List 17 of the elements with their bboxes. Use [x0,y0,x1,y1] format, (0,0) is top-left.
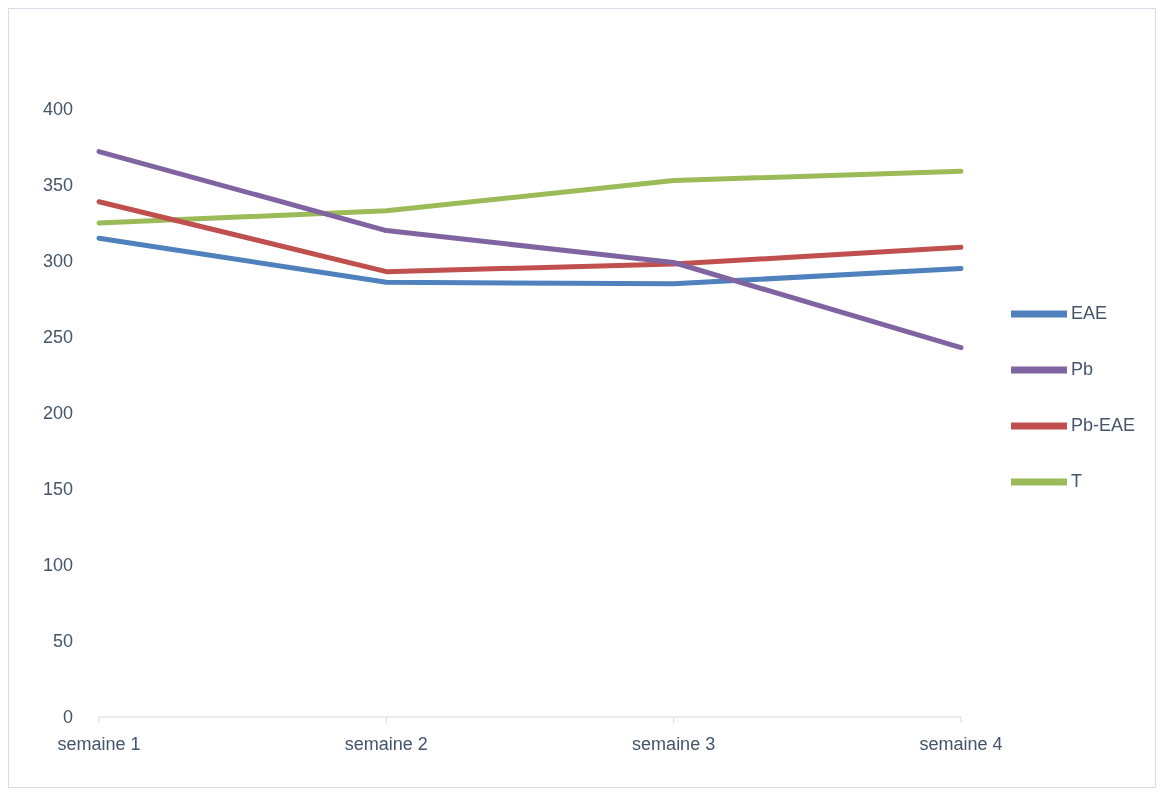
y-tick-label: 100 [42,555,73,576]
y-tick-label: 350 [42,175,73,196]
y-tick-label: 400 [42,99,73,120]
y-tick-label: 250 [42,327,73,348]
x-tick-label: semaine 4 [919,733,1003,754]
legend-label: T [1070,470,1082,491]
x-tick-label: semaine 2 [344,733,428,754]
y-tick-label: 0 [62,707,73,728]
x-tick-label: semaine 3 [632,733,716,754]
legend-label: EAE [1070,302,1107,323]
legend-label: Pb-EAE [1070,414,1135,435]
y-tick-label: 150 [42,479,73,500]
x-tick-label: semaine 1 [57,733,141,754]
y-tick-label: 300 [42,251,73,272]
y-tick-label: 200 [42,403,73,424]
legend-label: Pb [1070,358,1093,379]
y-tick-label: 50 [52,631,73,652]
